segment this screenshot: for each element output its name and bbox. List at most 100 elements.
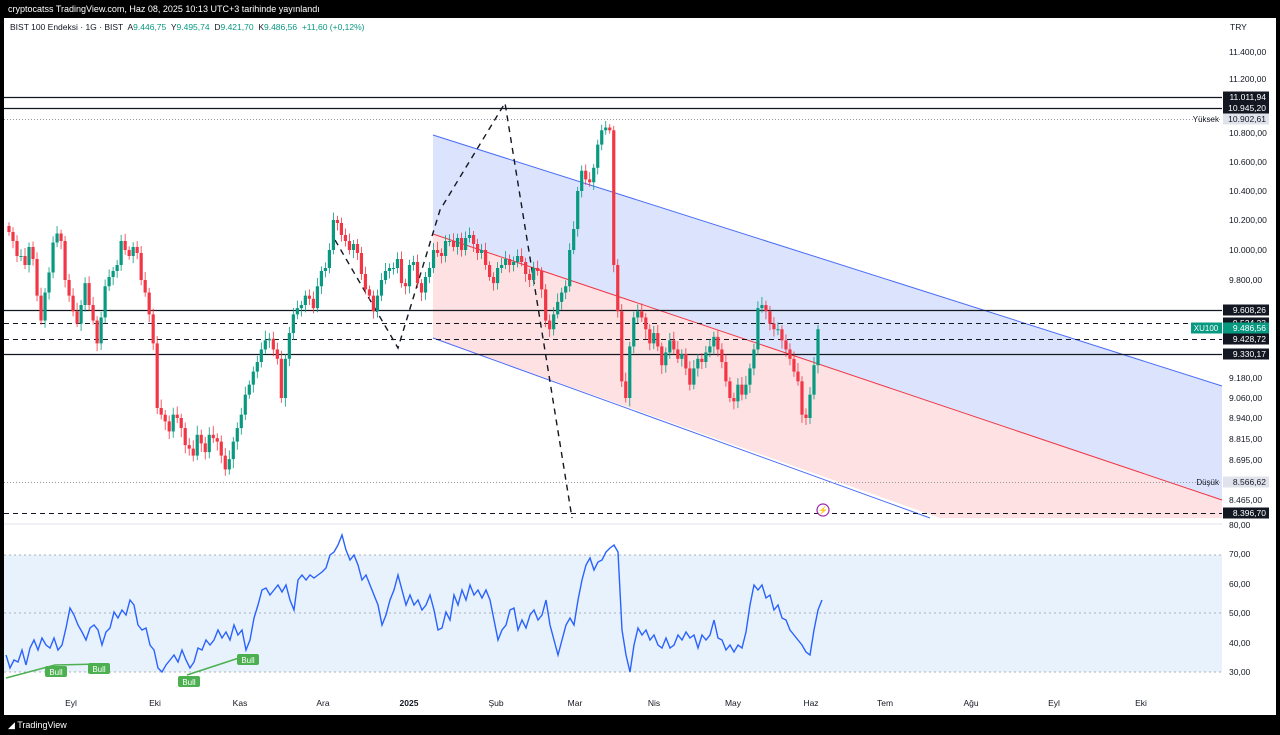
- publisher-bar: cryptocatss TradingView.com, Haz 08, 202…: [0, 0, 1280, 18]
- price-axis[interactable]: 11.400,00 11.200,00 10.800,00 10.600,00 10.4…: [1191, 47, 1269, 519]
- candle-body: [139, 253, 143, 280]
- tradingview-logo[interactable]: ◢ TradingView: [8, 720, 67, 730]
- candle-body: [568, 250, 572, 287]
- candle-body: [263, 340, 267, 350]
- candle-body: [259, 349, 263, 363]
- candle-body: [764, 305, 768, 312]
- candle-body: [347, 241, 352, 250]
- candle-body: [648, 329, 652, 344]
- candle-body: [467, 235, 472, 238]
- candle-body: [127, 250, 131, 256]
- candle-body: [772, 323, 776, 330]
- candle-body: [419, 283, 424, 293]
- candle-body: [363, 274, 368, 290]
- level-tag: Yüksek: [1193, 115, 1220, 124]
- candle-body: [752, 349, 756, 369]
- candle-body: [207, 434, 211, 453]
- channel-upper-line: [432, 134, 1223, 387]
- candle-body: [491, 277, 496, 284]
- candle-body: [680, 354, 684, 359]
- candle-body: [403, 283, 408, 287]
- candle-body: [584, 170, 588, 180]
- candle-body: [215, 438, 219, 442]
- candle-body: [728, 381, 732, 398]
- rsi-tick-label: 50,00: [1229, 608, 1251, 618]
- level-price-label: 10.945,20: [1228, 103, 1266, 113]
- currency-label: TRY: [1230, 22, 1247, 32]
- price-tick-label: 11.200,00: [1229, 74, 1266, 84]
- level-price-tag: [1223, 333, 1269, 345]
- time-tick-label: May: [725, 698, 742, 708]
- candle-body: [151, 314, 155, 344]
- candle-body: [564, 286, 568, 293]
- candle-body: [239, 414, 243, 429]
- candle-body: [95, 320, 99, 344]
- candle-body: [371, 295, 376, 312]
- candle-body: [471, 235, 476, 244]
- candle-body: [600, 130, 604, 145]
- candle-body: [656, 333, 660, 347]
- candle-body: [119, 241, 123, 265]
- candle-body: [688, 368, 692, 385]
- price-tick-label: 9.060,00: [1229, 393, 1262, 403]
- candle-body: [339, 223, 344, 235]
- candle-body: [311, 298, 315, 309]
- candle-body: [760, 305, 764, 309]
- candle-body: [83, 283, 87, 306]
- candle-body: [147, 292, 151, 315]
- channel-lower-line: [432, 337, 931, 519]
- candle-body: [768, 311, 772, 324]
- candle-body: [431, 250, 436, 268]
- candle-body: [676, 349, 680, 359]
- candle-body: [716, 336, 720, 350]
- price-tick-label: 10.400,00: [1229, 186, 1267, 196]
- svg-text:Bull: Bull: [241, 656, 255, 665]
- symbol-tag-label: XU100: [1194, 324, 1219, 333]
- candle-body: [423, 277, 428, 293]
- level-price-label: 10.902,61: [1228, 114, 1266, 124]
- candle-body: [155, 343, 159, 408]
- candle-body: [704, 352, 708, 363]
- time-tick-label: Eyl: [65, 698, 77, 708]
- candle-body: [588, 179, 592, 183]
- candle-body: [644, 317, 648, 330]
- candle-body: [399, 259, 404, 284]
- candle-body: [724, 362, 728, 382]
- candle-body: [560, 292, 564, 302]
- level-price-tag: [1223, 476, 1269, 488]
- candle-body: [636, 311, 640, 318]
- candle-body: [335, 220, 340, 223]
- candle-body: [331, 220, 336, 250]
- candle-body: [652, 333, 656, 344]
- candle-body: [71, 295, 75, 312]
- high-value: 9.495,74: [176, 22, 210, 32]
- candle-body: [359, 253, 364, 274]
- time-axis[interactable]: Eyl Eki Kas Ara 2025 Şub Mar Nis May Haz Tem Ağu Eyl…: [65, 698, 1147, 708]
- candle-body: [287, 333, 291, 359]
- candle-body: [660, 346, 664, 366]
- candle-body: [355, 244, 360, 253]
- candle-body: [131, 247, 135, 256]
- candle-body: [504, 259, 508, 265]
- candle-body: [319, 271, 323, 287]
- candle-body: [596, 144, 600, 168]
- rsi-line: [5, 532, 823, 674]
- candle-body: [796, 371, 800, 382]
- low-value: 9.421,70: [220, 22, 254, 32]
- level-price-tag: [1223, 113, 1269, 125]
- candle-body: [712, 336, 716, 347]
- candle-body: [536, 268, 540, 271]
- candle-body: [327, 250, 331, 268]
- svg-text:⚡: ⚡: [818, 505, 828, 515]
- lightning-icon[interactable]: ⚡: [816, 503, 830, 517]
- candle-body: [459, 238, 464, 250]
- price-tick-label: 11.400,00: [1229, 47, 1266, 57]
- candle-body: [740, 384, 744, 395]
- candle-body: [351, 244, 356, 250]
- level-price-label: 9.330,17: [1233, 349, 1266, 359]
- candle-body: [756, 308, 760, 350]
- rsi-divergence-line: [186, 655, 246, 676]
- candle-body: [540, 271, 544, 290]
- candle-body: [520, 256, 524, 262]
